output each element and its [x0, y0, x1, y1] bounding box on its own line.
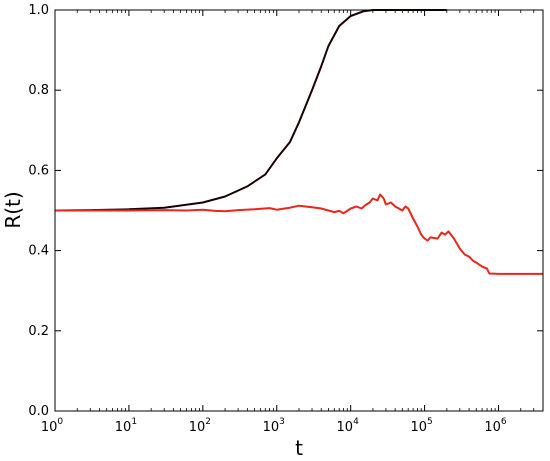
x-tick-label: 104 — [337, 417, 360, 435]
x-tick-label: 103 — [263, 417, 285, 435]
y-tick-label: 0.4 — [28, 244, 49, 259]
x-tick-label: 106 — [484, 417, 507, 435]
y-tick-label: 0.6 — [28, 163, 49, 178]
x-axis-title: t — [295, 436, 303, 460]
axes-layer: 100 101 102 103 104 105 106 0.0 0.2 0.4 0.6 0.8 1.0 — [28, 3, 544, 435]
x-tick-label: 100 — [41, 417, 64, 435]
x-tick-label: 102 — [189, 417, 211, 435]
x-tick-label: 101 — [115, 417, 137, 435]
y-tick-label: 0.2 — [28, 324, 49, 339]
series-line-2 — [55, 193, 543, 275]
x-tick-label: 105 — [410, 417, 432, 435]
y-tick-label: 0.0 — [28, 404, 49, 419]
y-tick-label: 0.8 — [28, 83, 49, 98]
plot-frame — [54, 9, 544, 412]
y-axis-title: R(t) — [1, 191, 25, 228]
y-tick-label: 1.0 — [28, 3, 49, 18]
